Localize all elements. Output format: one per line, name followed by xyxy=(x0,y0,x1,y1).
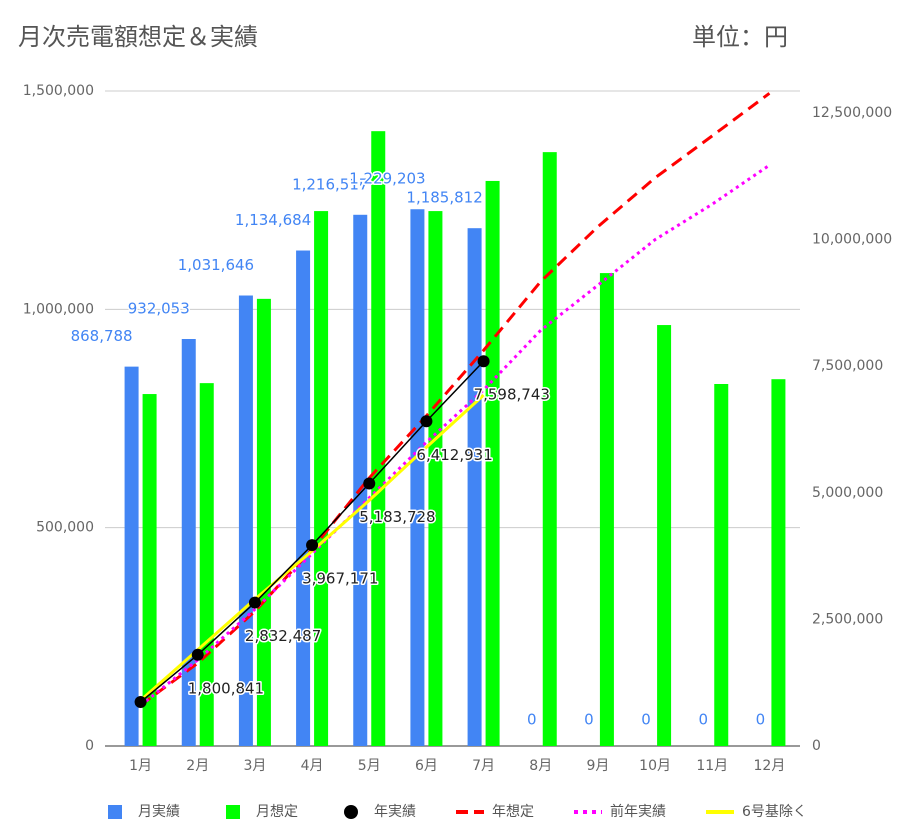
y2-tick-label: 0 xyxy=(812,738,821,754)
x-tick-label: 3月 xyxy=(243,758,266,774)
chart-title: 月次売電額想定＆実績 xyxy=(18,23,258,51)
x-tick-label: 7月 xyxy=(472,758,495,774)
bar-label: 1,216,517 xyxy=(292,175,368,193)
bar xyxy=(467,228,482,746)
y2-tick-label: 2,500,000 xyxy=(812,611,883,627)
bar xyxy=(371,131,386,746)
bar xyxy=(410,209,425,746)
x-tick-label: 11月 xyxy=(696,758,728,774)
dot-label: 5,183,728 xyxy=(359,508,435,526)
y-tick-label: 1,500,000 xyxy=(23,83,94,99)
legend-label: 月想定 xyxy=(256,804,298,820)
legend-label: 6号基除く xyxy=(742,803,807,820)
bar xyxy=(542,152,557,747)
dot-label: 6,412,931 xyxy=(416,446,492,464)
bar xyxy=(771,379,786,746)
bar xyxy=(428,211,443,747)
bar xyxy=(314,211,329,747)
x-tick-label: 4月 xyxy=(301,758,324,774)
dot xyxy=(191,648,204,661)
bar xyxy=(353,214,368,746)
dot xyxy=(420,415,433,428)
legend-swatch xyxy=(226,805,240,819)
legend-swatch xyxy=(344,805,358,819)
bar xyxy=(599,273,614,746)
bar-label: 1,031,646 xyxy=(178,256,254,274)
bar-label: 0 xyxy=(527,711,537,729)
dot-label: 7,598,743 xyxy=(474,386,550,404)
x-tick-label: 5月 xyxy=(358,758,381,774)
bar xyxy=(714,384,729,746)
bar xyxy=(181,339,196,746)
y2-tick-label: 5,000,000 xyxy=(812,485,883,501)
unit-label: 単位：円 xyxy=(692,23,788,51)
bar-label: 1,134,684 xyxy=(235,211,311,229)
legend-label: 前年実績 xyxy=(610,803,666,820)
x-tick-label: 12月 xyxy=(754,758,786,774)
bar xyxy=(142,394,157,746)
bar-label: 1,185,812 xyxy=(406,189,482,207)
dot xyxy=(134,696,147,709)
bar-label: 0 xyxy=(641,711,651,729)
bar xyxy=(657,325,672,746)
dot-label: 3,967,171 xyxy=(302,570,378,588)
dot-label: 1,800,841 xyxy=(188,679,264,697)
y2-tick-label: 7,500,000 xyxy=(812,358,883,374)
x-tick-label: 8月 xyxy=(529,758,552,774)
y-tick-label: 1,000,000 xyxy=(23,301,94,317)
bar-label: 0 xyxy=(584,711,594,729)
bar xyxy=(485,180,500,746)
legend-label: 年実績 xyxy=(374,804,416,820)
line xyxy=(139,92,771,707)
x-tick-label: 9月 xyxy=(586,758,609,774)
bar xyxy=(256,298,271,746)
x-tick-label: 1月 xyxy=(129,758,152,774)
bar-label: 0 xyxy=(756,711,766,729)
bar xyxy=(296,250,311,747)
y2-tick-label: 10,000,000 xyxy=(812,232,892,248)
legend-label: 年想定 xyxy=(492,804,534,820)
dot-label: 2,832,487 xyxy=(245,627,321,645)
x-tick-label: 6月 xyxy=(415,758,438,774)
bar xyxy=(124,366,139,746)
bar-label: 868,788 xyxy=(71,327,133,345)
bar xyxy=(238,295,253,746)
y2-tick-label: 12,500,000 xyxy=(812,105,892,121)
legend-label: 月実績 xyxy=(138,804,180,820)
dot xyxy=(363,477,376,490)
dot xyxy=(248,596,261,609)
line xyxy=(139,163,771,707)
dot xyxy=(306,539,319,552)
bar-label: 1,229,203 xyxy=(349,170,425,188)
x-tick-label: 2月 xyxy=(186,758,209,774)
y-tick-label: 500,000 xyxy=(36,520,94,536)
y-tick-label: 0 xyxy=(85,738,94,754)
dot xyxy=(477,355,490,368)
bar-label: 932,053 xyxy=(128,300,190,318)
legend-swatch xyxy=(108,805,122,819)
bar-label: 0 xyxy=(698,711,708,729)
x-tick-label: 10月 xyxy=(639,758,671,774)
